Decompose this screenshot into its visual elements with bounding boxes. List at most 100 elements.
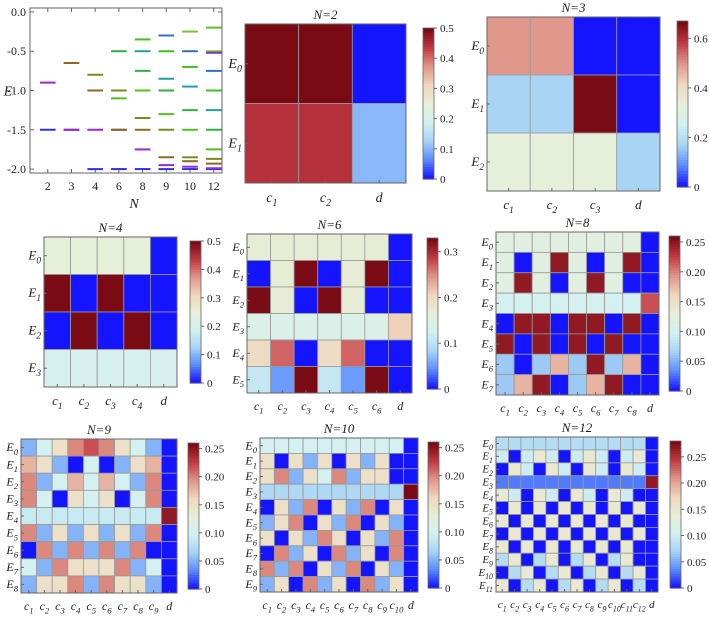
heatmap-cell <box>374 499 390 516</box>
heatmap-cell <box>51 455 69 474</box>
heatmap-cell <box>508 514 522 528</box>
colorbar-segment <box>188 496 199 500</box>
colorbar-tick-label: 0.20 <box>687 478 707 490</box>
heatmap-cell <box>145 489 162 508</box>
colorbar-segment <box>188 520 199 524</box>
heatmap-cell <box>83 558 100 577</box>
heatmap-cell <box>340 339 366 367</box>
colorbar-segment <box>190 364 201 368</box>
heatmap-cell <box>582 552 597 567</box>
colorbar-segment <box>427 343 438 347</box>
colorbar-segment <box>427 260 438 264</box>
colorbar-segment <box>190 281 201 285</box>
heatmap-cell <box>288 468 304 485</box>
heatmap-cell <box>388 260 413 288</box>
colorbar-segment <box>428 463 439 467</box>
colorbar-segment <box>423 136 434 140</box>
heatmap-cell <box>51 438 69 457</box>
colorbar-segment <box>188 489 199 493</box>
colorbar-segment <box>428 519 439 523</box>
colorbar-segment <box>188 542 199 546</box>
colorbar-segment <box>427 293 438 297</box>
heatmap-cell <box>508 565 522 580</box>
heatmap-cell <box>531 353 551 376</box>
colorbar-segment <box>188 494 199 498</box>
heatmap-cell <box>616 132 661 192</box>
colorbar-segment <box>190 302 201 306</box>
heatmap-cell <box>573 16 618 76</box>
colorbar-segment <box>670 558 681 562</box>
heatmap-cell <box>545 436 559 451</box>
heatmap-cell <box>622 333 642 355</box>
colorbar-segment <box>427 318 438 322</box>
heatmap-cell <box>557 514 572 528</box>
row-label: E1 <box>480 255 493 272</box>
colorbar-segment <box>670 551 681 555</box>
heatmap-cell <box>532 488 547 502</box>
heatmap-cell <box>622 251 642 274</box>
colorbar-segment <box>669 352 680 356</box>
colorbar-segment <box>190 354 201 358</box>
column-label: c5 <box>548 599 557 613</box>
colorbar-tick-label: 0.2 <box>444 292 458 304</box>
heatmap-cell <box>586 272 606 294</box>
colorbar-segment <box>669 329 680 333</box>
heatmap-cell <box>545 449 559 464</box>
colorbar-segment <box>669 362 680 366</box>
colorbar-segment <box>670 448 681 452</box>
heatmap-cell <box>604 333 624 355</box>
heatmap-cell <box>331 468 347 485</box>
heatmap-cell <box>582 462 597 477</box>
heatmap-cell <box>51 524 69 543</box>
colorbar-segment <box>188 528 199 532</box>
colorbar-segment <box>669 321 680 325</box>
colorbar-segment <box>190 295 201 299</box>
heatmap-cell <box>508 488 522 502</box>
heatmap-cell <box>302 560 318 578</box>
colorbar-segment <box>427 270 438 274</box>
heatmap-cell <box>114 524 131 543</box>
colorbar-segment <box>670 492 681 496</box>
heatmap-cell <box>582 527 597 541</box>
colorbar-segment <box>428 512 439 516</box>
colorbar-segment <box>423 166 434 170</box>
column-label: c2 <box>278 399 288 416</box>
heatmap-cell <box>388 545 405 562</box>
heatmap-cell <box>298 23 353 104</box>
heatmap-title: N=3 <box>561 0 586 15</box>
colorbar-tick-label: 0.2 <box>694 132 708 144</box>
colorbar-segment <box>670 519 681 523</box>
colorbar-segment <box>677 29 688 33</box>
colorbar-segment <box>670 553 681 557</box>
colorbar-segment <box>423 33 434 37</box>
column-label: c4 <box>305 598 315 615</box>
column-label: c4 <box>71 599 81 616</box>
heatmap-cell <box>388 437 405 454</box>
colorbar-frame <box>422 27 435 180</box>
colorbar-segment <box>669 269 680 273</box>
colorbar-segment <box>423 80 434 84</box>
colorbar-segment <box>669 341 680 346</box>
colorbar-frame <box>187 442 200 590</box>
heatmap-cell <box>273 452 290 470</box>
heatmap-cell <box>273 437 290 454</box>
colorbar-segment <box>428 541 439 545</box>
colorbar-segment <box>188 562 199 566</box>
column-label: c2 <box>547 197 558 216</box>
heatmap-cell <box>532 501 547 515</box>
heatmap-cell <box>622 231 642 253</box>
heatmap-cell <box>520 565 534 580</box>
colorbar-segment <box>670 499 681 503</box>
heatmap-cell <box>374 452 390 470</box>
colorbar-segment <box>190 373 201 377</box>
colorbar-segment <box>427 376 438 380</box>
colorbar-segment <box>428 578 439 582</box>
colorbar-segment <box>428 536 439 540</box>
heatmap-cell <box>51 507 69 525</box>
colorbar-segment <box>188 469 199 473</box>
heatmap-cell <box>317 313 342 341</box>
colorbar-segment <box>677 76 688 80</box>
heatmap-cell <box>632 449 646 464</box>
heatmap-cell <box>273 545 290 562</box>
